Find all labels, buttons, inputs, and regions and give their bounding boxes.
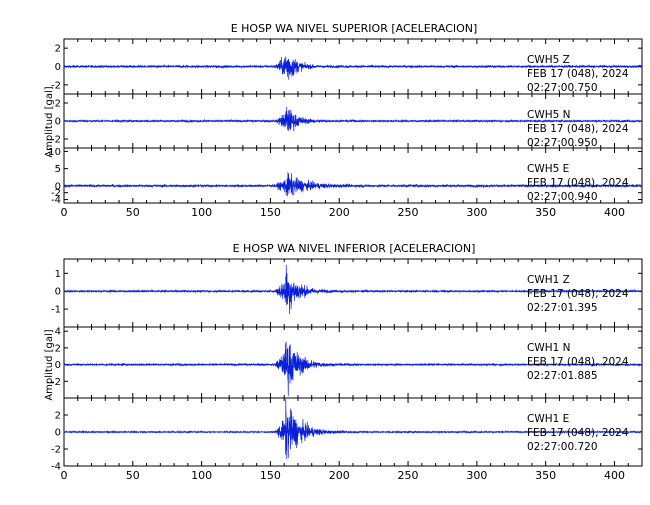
y-tick-label: -2 (51, 80, 61, 91)
y-tick-label: -2 (51, 135, 61, 146)
x-tick-label: 0 (61, 206, 68, 219)
trace-panel: 1 0 -1 CWH1 Z FEB 17 (048), 2024 02:27:01.395 (51, 258, 643, 328)
chart-title: E HOSP WA NIVEL INFERIOR [ACELERACION] (233, 242, 476, 255)
trace-panel: 10 5 0-2-4 CWH5 E FEB 17 (048), 2024 02:27:00… (48, 147, 643, 206)
y-tick-label: 1 (55, 269, 61, 280)
station-label: CWH5 E (527, 163, 569, 175)
time-label: 02:27:00.940 (527, 191, 598, 203)
x-tick-label: 350 (535, 206, 556, 219)
station-label: CWH1 N (527, 342, 570, 354)
seismic-trace (63, 172, 643, 197)
date-label: FEB 17 (048), 2024 (527, 123, 629, 135)
seismic-trace (63, 264, 643, 314)
date-label: FEB 17 (048), 2024 (527, 68, 629, 80)
y-axis-label: Amplitud [gal] (44, 86, 55, 157)
y-tick-label: -1 (51, 305, 61, 316)
y-tick-label: -2 (51, 188, 61, 199)
y-tick-label: 0 (55, 360, 61, 371)
y-tick-label: 0 (55, 287, 61, 298)
time-label: 02:27:01.395 (527, 302, 598, 314)
x-tick-label: 150 (260, 206, 281, 219)
x-tick-label: 100 (191, 469, 212, 482)
seismic-trace (63, 341, 643, 397)
date-label: FEB 17 (048), 2024 (527, 288, 629, 300)
x-tick-label: 50 (126, 206, 140, 219)
chart-title: E HOSP WA NIVEL SUPERIOR [ACELERACION] (231, 22, 478, 35)
y-tick-label: 2 (55, 343, 61, 354)
x-tick-label: 0 (61, 469, 68, 482)
station-label: CWH1 Z (527, 274, 570, 286)
y-tick-label: -4 (51, 195, 61, 206)
y-tick-label: -2 (51, 445, 61, 456)
trace-panel: 2 0 -2 CWH5 Z FEB 17 (048), 2024 02:27:00.750 (51, 38, 643, 95)
y-tick-label: -2 (51, 377, 61, 388)
y-tick-label: 10 (48, 147, 61, 158)
y-tick-label: 2 (55, 44, 61, 55)
x-tick-label: 300 (466, 469, 487, 482)
station-label: CWH5 Z (527, 54, 570, 66)
date-label: FEB 17 (048), 2024 (527, 427, 629, 439)
time-label: 02:27:00.720 (527, 441, 598, 453)
x-tick-label: 350 (535, 469, 556, 482)
x-tick-label: 400 (604, 206, 625, 219)
y-axis-label: Amplitud [gal] (44, 329, 55, 400)
y-tick-label: 4 (55, 327, 61, 338)
date-label: FEB 17 (048), 2024 (527, 177, 629, 189)
y-tick-label: 0 (55, 117, 61, 128)
trace-panel: 2 0 -2 -4 CWH1 E FEB 17 (048), 2024 02:27:00.7… (51, 397, 643, 473)
lower-level-chart: E HOSP WA NIVEL INFERIOR [ACELERACION] A… (44, 242, 643, 482)
time-label: 02:27:01.885 (527, 370, 598, 382)
y-tick-label: 0 (55, 62, 61, 73)
date-label: FEB 17 (048), 2024 (527, 356, 629, 368)
trace-panel: 4 2 0 -2 CWH1 N FEB 17 (048), 2024 02:27:01.88… (51, 326, 643, 399)
x-tick-label: 100 (191, 206, 212, 219)
x-tick-label: 200 (329, 206, 350, 219)
time-label: 02:27:00.950 (527, 137, 598, 149)
station-label: CWH1 E (527, 413, 569, 425)
seismic-trace (63, 398, 643, 460)
x-tick-label: 200 (329, 469, 350, 482)
seismic-trace (63, 106, 643, 132)
y-tick-label: 2 (55, 411, 61, 422)
y-tick-label: 2 (55, 99, 61, 110)
x-tick-label: 50 (126, 469, 140, 482)
y-tick-label: -4 (51, 462, 61, 473)
y-tick-label: 0 (55, 181, 61, 192)
seismic-trace (63, 56, 643, 80)
upper-level-chart: E HOSP WA NIVEL SUPERIOR [ACELERACION] A… (44, 22, 643, 219)
x-tick-label: 400 (604, 469, 625, 482)
x-tick-label: 250 (398, 206, 419, 219)
x-tick-label: 150 (260, 469, 281, 482)
trace-panel: 2 0 -2 CWH5 N FEB 17 (048), 2024 02:27:00.950 (51, 93, 643, 149)
time-label: 02:27:00.750 (527, 82, 598, 94)
y-tick-label: 5 (55, 164, 61, 175)
station-label: CWH5 N (527, 109, 570, 121)
x-tick-label: 300 (466, 206, 487, 219)
x-tick-label: 250 (398, 469, 419, 482)
y-tick-label: 0 (55, 428, 61, 439)
